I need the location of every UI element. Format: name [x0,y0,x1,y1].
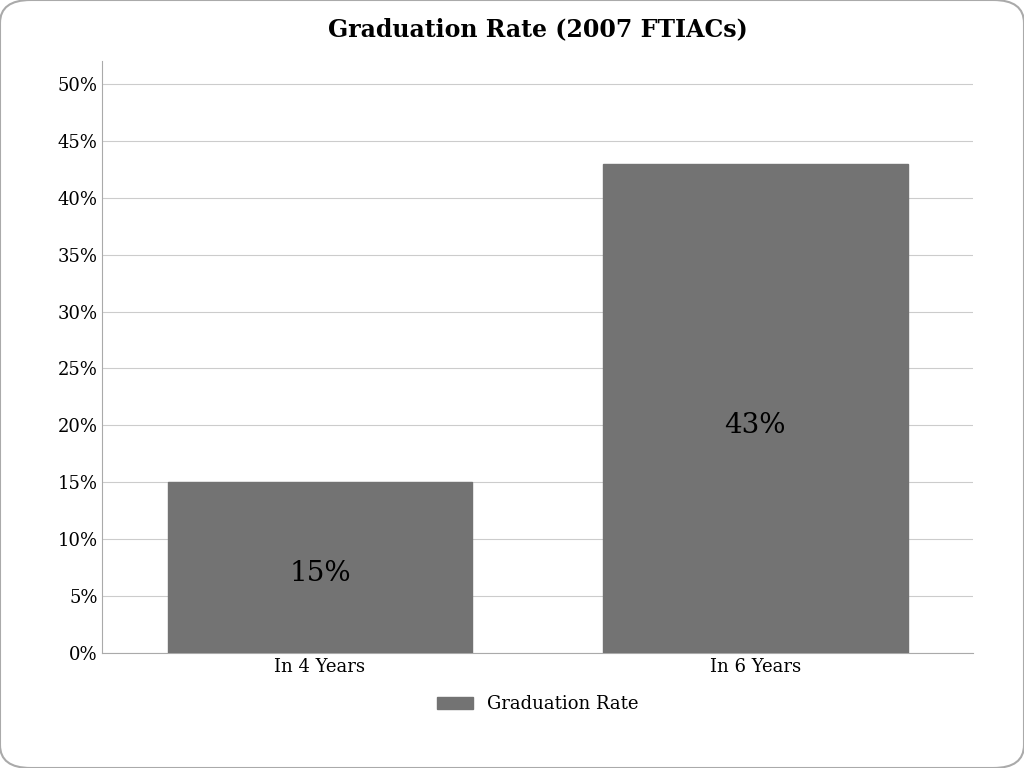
Bar [168,482,472,653]
Legend: Graduation Rate: Graduation Rate [429,688,646,720]
Title: Graduation Rate (2007 FTIACs): Graduation Rate (2007 FTIACs) [328,18,748,41]
Text: 43%: 43% [724,412,786,439]
Text: 15%: 15% [289,560,351,587]
Bar [603,164,907,653]
